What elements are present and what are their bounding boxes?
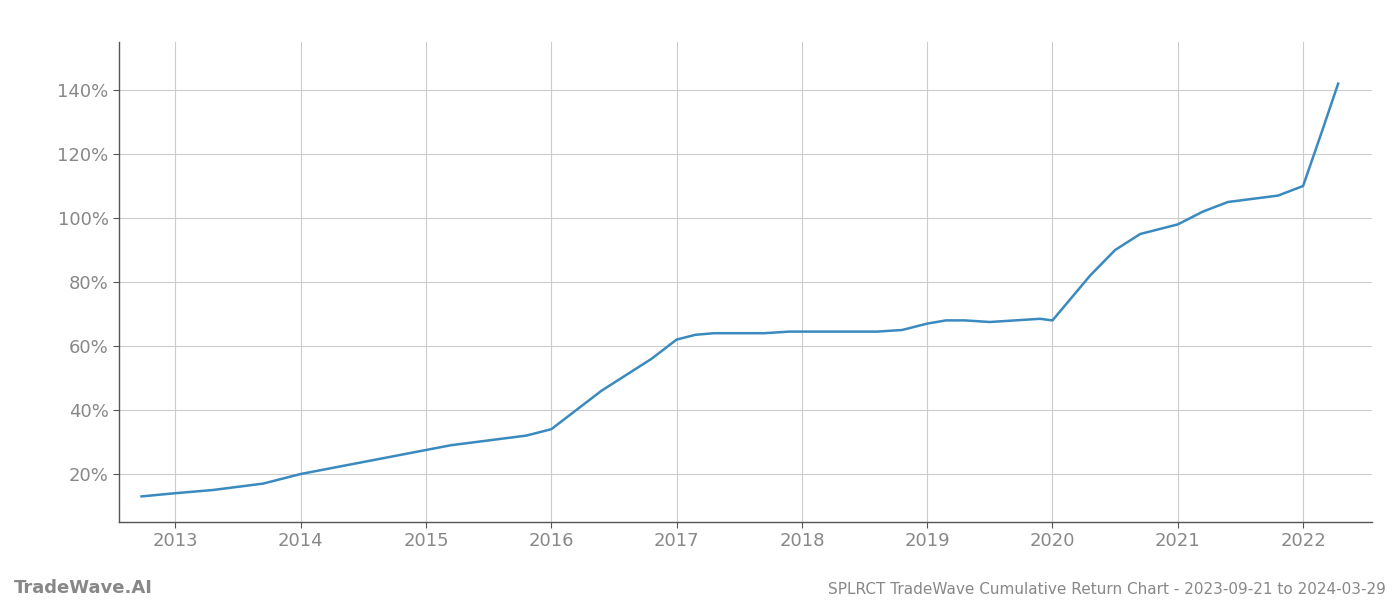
Text: TradeWave.AI: TradeWave.AI [14, 579, 153, 597]
Text: SPLRCT TradeWave Cumulative Return Chart - 2023-09-21 to 2024-03-29: SPLRCT TradeWave Cumulative Return Chart… [829, 582, 1386, 597]
